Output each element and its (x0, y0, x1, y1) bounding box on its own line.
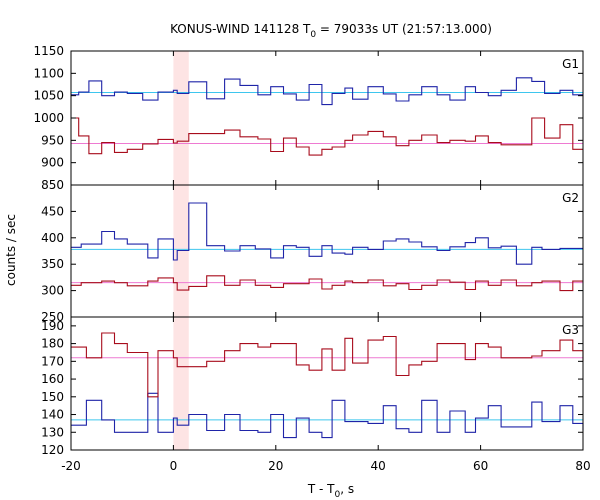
title-rest: = 79033s UT (21:57:13.000) (316, 22, 492, 36)
y-axis-label: counts / sec (4, 214, 18, 286)
panel-G3: 120 130 140 150 160 170 180 190 G3 (41, 316, 584, 457)
panel-G2: 250 300 350 400 450 G2 (41, 184, 584, 324)
y-tick-label: 180 (41, 337, 64, 351)
panels: 8509009501000105011001150G12503003504004… (33, 44, 590, 473)
chart-title: KONUS-WIND 141128 T0 = 79033s UT (21:57:… (170, 22, 492, 40)
series-blue-G1 (71, 77, 583, 106)
y-tick-label: 850 (41, 178, 64, 192)
y-tick-label: 250 (41, 310, 64, 324)
y-tick-label: 300 (41, 284, 64, 298)
title-main: KONUS-WIND 141128 T (170, 22, 311, 36)
series-red-G2 (71, 275, 583, 292)
y-tick-label: 140 (41, 408, 64, 422)
xlabel-rest: , s (340, 482, 354, 496)
panel-label: G2 (562, 191, 579, 205)
panel-G1: 850 900 950 1000 1050 1100 1150 G1 (33, 44, 584, 192)
y-tick-label: 950 (41, 133, 64, 147)
y-tick-label: 450 (41, 204, 64, 218)
x-tick-label: 20 (268, 459, 283, 473)
y-tick-label: 1100 (33, 66, 64, 80)
y-tick-label: 900 (41, 156, 64, 170)
series-red-G1 (71, 117, 583, 156)
x-tick-label: -20 (61, 459, 81, 473)
y-tick-label: 1150 (33, 44, 64, 58)
series-red-G3 (71, 332, 584, 398)
panel-frame (70, 316, 584, 451)
y-tick-label: 400 (41, 231, 64, 245)
x-axis-label: T - T0, s (307, 482, 354, 500)
xlabel-main: T - T (307, 482, 335, 496)
y-tick-label: 1000 (33, 111, 64, 125)
y-tick-label: 120 (41, 443, 64, 457)
panel-frame (70, 50, 584, 186)
series-blue-G3 (71, 392, 584, 439)
xlabel-subscript: 0 (335, 490, 341, 500)
x-tick-label: 80 (575, 459, 590, 473)
y-tick-label: 170 (41, 354, 64, 368)
y-tick-label: 190 (41, 319, 64, 333)
y-tick-label: 130 (41, 425, 64, 439)
series-blue-G2 (71, 202, 583, 265)
panel-label: G1 (562, 57, 579, 71)
title-subscript: 0 (310, 30, 316, 40)
y-tick-label: 350 (41, 257, 64, 271)
x-tick-label: 40 (371, 459, 386, 473)
y-tick-label: 160 (41, 372, 64, 386)
y-tick-label: 150 (41, 390, 64, 404)
y-tick-label: 1050 (33, 89, 64, 103)
x-tick-label: 60 (473, 459, 488, 473)
x-tick-label: 0 (170, 459, 178, 473)
panel-label: G3 (562, 323, 579, 337)
